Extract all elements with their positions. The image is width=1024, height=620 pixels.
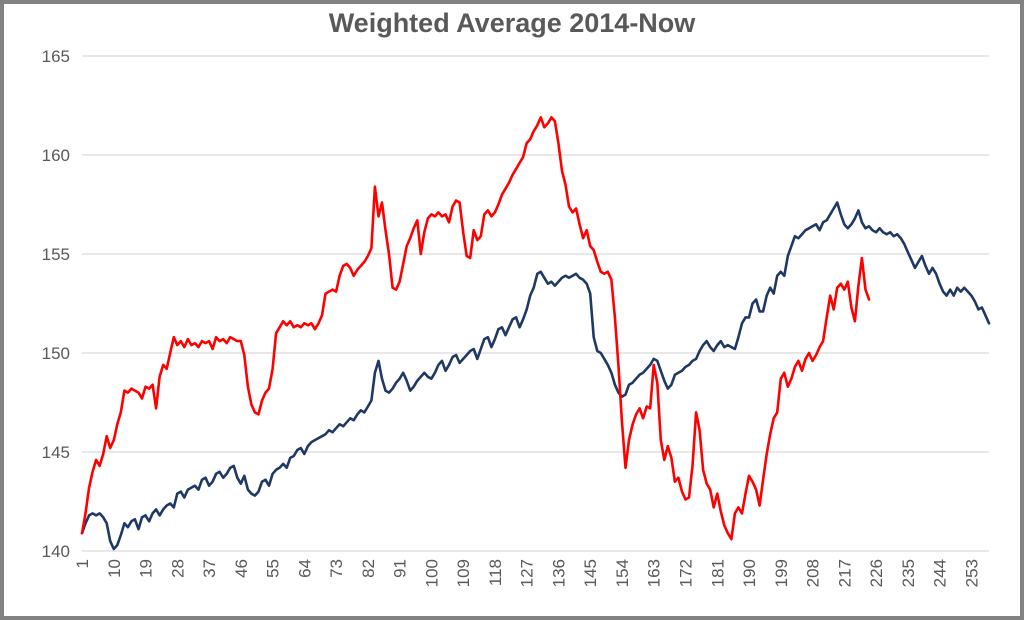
x-axis-tick-label: 10 — [105, 559, 124, 578]
x-axis-tick-label: 64 — [295, 559, 314, 578]
red-series-line — [80, 116, 871, 541]
x-axis-tick-label: 100 — [422, 559, 441, 587]
x-axis-tick-label: 244 — [931, 559, 950, 587]
chart-title: Weighted Average 2014-Now — [328, 8, 696, 38]
x-axis-tick-label: 19 — [137, 559, 156, 578]
x-axis-tick-label: 37 — [200, 559, 219, 578]
y-axis-tick-label: 150 — [42, 344, 70, 363]
x-axis-tick-label: 154 — [613, 559, 632, 587]
x-axis-tick-label: 82 — [359, 559, 378, 578]
y-axis-tick-label: 165 — [42, 47, 70, 66]
x-axis-tick-label: 172 — [677, 559, 696, 587]
x-axis-tick-label: 73 — [327, 559, 346, 578]
x-axis-tick-label: 118 — [486, 559, 505, 586]
x-axis-tick-label: 208 — [804, 559, 823, 587]
x-axis-tick-label: 145 — [581, 559, 600, 587]
x-axis-tick-label: 55 — [264, 559, 283, 578]
x-axis-tick-label: 163 — [645, 559, 664, 587]
x-axis-tick-label: 28 — [168, 559, 187, 578]
y-axis-tick-label: 145 — [42, 443, 70, 462]
x-axis-tick-label: 91 — [391, 559, 410, 578]
x-axis-tick-label: 253 — [962, 559, 981, 587]
x-axis-tick-label: 1 — [73, 559, 92, 568]
x-axis-tick-label: 46 — [232, 559, 251, 578]
y-axis-tick-label: 160 — [42, 146, 70, 165]
x-axis-tick-label: 226 — [867, 559, 886, 587]
x-axis-tick-label: 190 — [740, 559, 759, 587]
x-axis-tick-label: 109 — [454, 559, 473, 587]
x-axis-tick-label: 217 — [835, 559, 854, 587]
x-axis-tick-label: 136 — [549, 559, 568, 587]
x-axis-tick-label: 199 — [772, 559, 791, 587]
x-axis-tick-label: 181 — [708, 559, 727, 587]
y-axis-tick-label: 140 — [42, 542, 70, 561]
x-axis-tick-label: 235 — [899, 559, 918, 587]
x-axis-tick-label: 127 — [518, 559, 537, 587]
y-axis-tick-label: 155 — [42, 245, 70, 264]
navy-series-line — [80, 201, 991, 551]
